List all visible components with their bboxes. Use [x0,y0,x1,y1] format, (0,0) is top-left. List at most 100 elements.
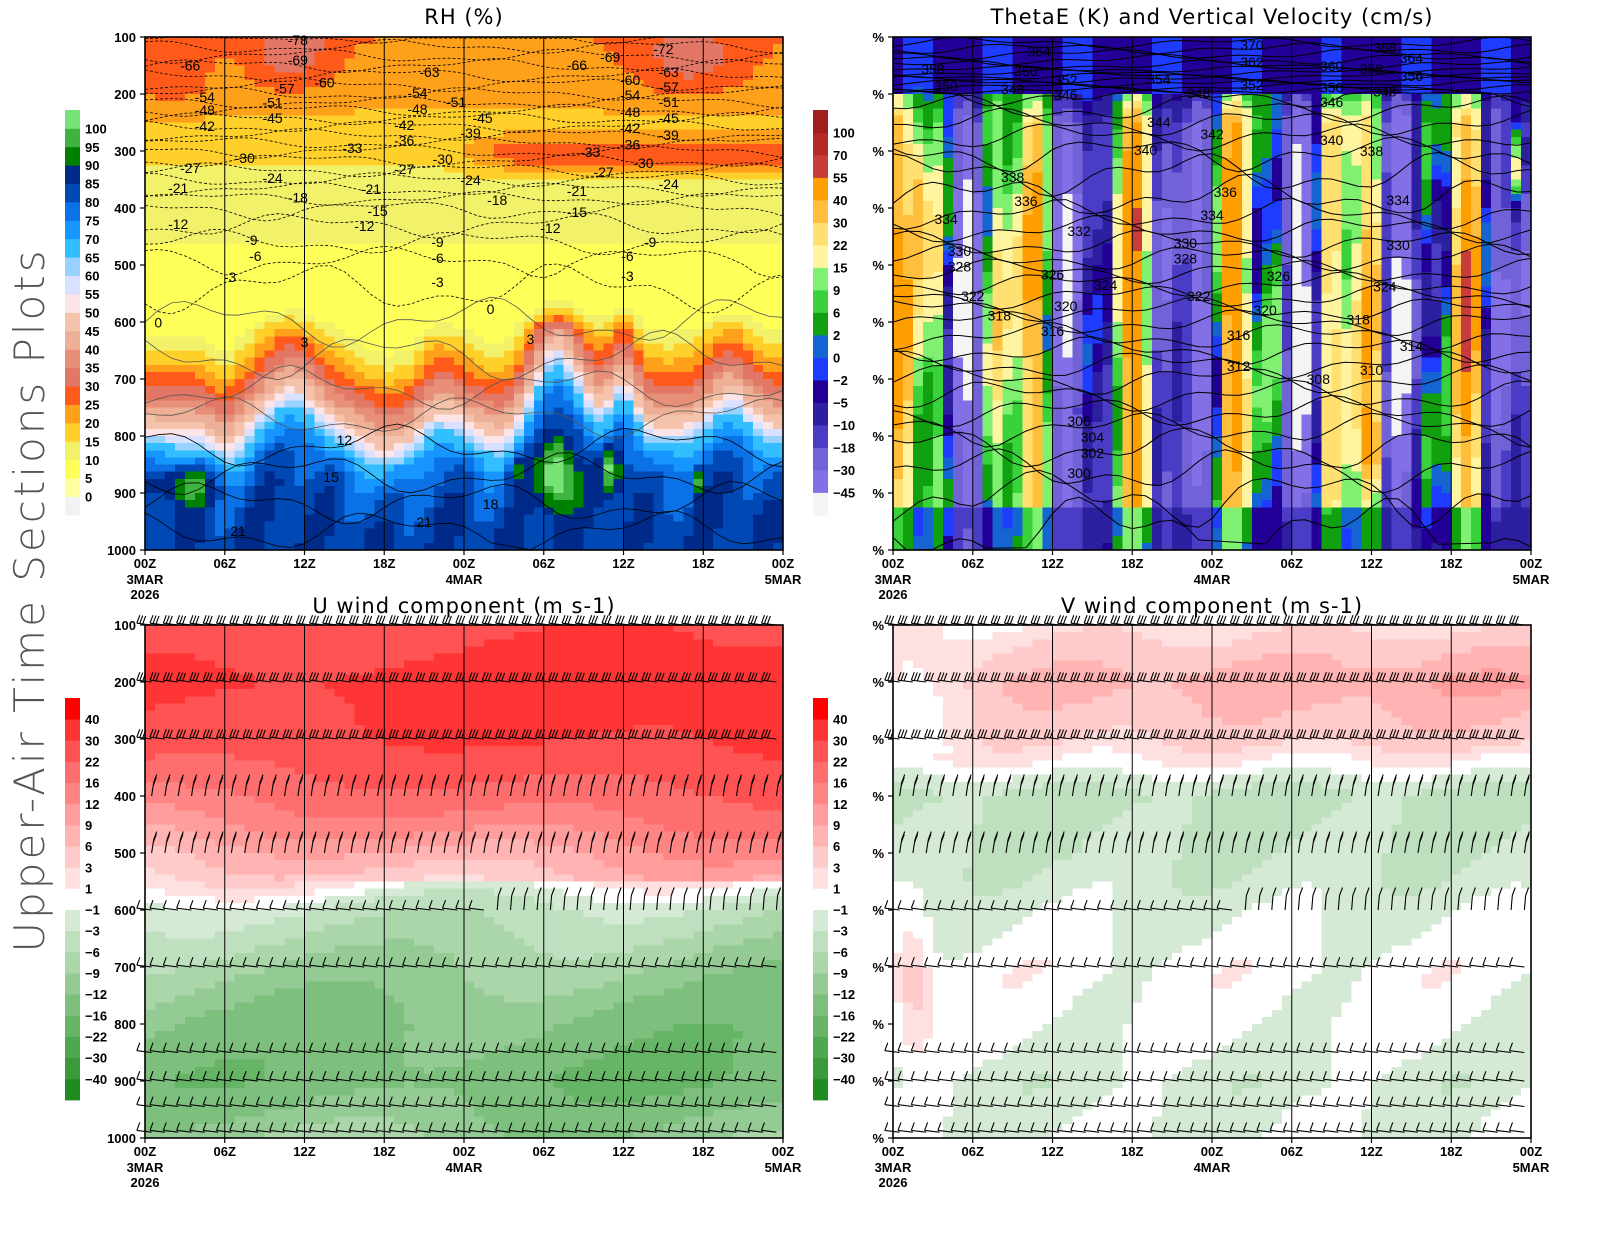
field-cell [334,186,345,195]
field-cell [733,343,744,352]
field-cell [773,364,784,373]
field-cell [304,314,316,323]
field-cell [314,357,326,366]
field-cell [274,122,286,131]
field-cell [304,307,316,316]
field-cell [743,272,754,280]
x-date-label: 3MAR [127,572,164,587]
field-cell [773,343,784,352]
field-cell [264,151,276,159]
field-cell [224,158,236,166]
field-cell [464,357,475,366]
field-cell [374,457,385,466]
field-cell [404,44,415,52]
field-cell [364,286,375,295]
field-cell [464,436,475,444]
field-cell [553,464,565,473]
field-cell [374,414,385,423]
field-cell [264,350,276,359]
field-cell [912,186,924,195]
field-cell [723,300,734,309]
field-cell [324,379,336,387]
field-cell [194,193,206,202]
field-cell [164,478,176,487]
field-cell [593,51,605,59]
field-cell [145,386,156,394]
field-cell [523,457,535,466]
field-cell [483,336,495,344]
contour-label: -45 [472,110,492,126]
field-cell [214,86,226,95]
field-cell [902,414,914,423]
field-cell [593,243,605,252]
field-cell [394,293,405,302]
field-cell [633,44,645,52]
field-cell [683,51,694,59]
field-cell [733,115,744,124]
field-cell [723,172,734,181]
field-cell [384,329,395,337]
field-cell [294,414,306,423]
field-cell [573,208,585,216]
field-cell [414,122,425,131]
field-cell [334,143,345,152]
field-cell [274,443,286,451]
field-cell [723,307,734,316]
field-cell [513,279,525,287]
field-cell [683,314,694,323]
field-cell [493,493,505,501]
field-cell [503,165,515,173]
field-cell [603,193,615,202]
field-cell [623,72,635,81]
field-cell [733,108,744,116]
field-cell [234,350,246,359]
field-cell [773,386,784,394]
field-cell [902,265,914,273]
field-cell [713,514,724,523]
field-cell [344,414,355,423]
field-cell [234,58,246,67]
field-cell [773,215,784,223]
field-cell [513,208,525,216]
field-cell [713,400,724,409]
field-cell [264,471,276,480]
field-cell [404,94,415,102]
field-cell [693,108,704,116]
field-cell [244,265,256,273]
field-cell [384,37,395,45]
field-cell [464,535,475,544]
field-cell [473,357,485,366]
field-cell [753,514,764,523]
field-cell [693,443,704,451]
field-cell [603,243,615,252]
field-cell [344,193,355,202]
field-cell [284,37,296,45]
field-cell [893,350,904,359]
field-cell [214,407,226,416]
field-cell [513,436,525,444]
field-cell [334,457,345,466]
field-cell [533,272,545,280]
field-cell [304,300,316,309]
field-cell [893,386,904,394]
field-cell [623,300,635,309]
field-cell [274,37,286,45]
field-cell [653,293,664,302]
field-cell [404,542,415,551]
field-cell [364,485,375,494]
field-cell [513,293,525,302]
field-cell [573,186,585,195]
field-cell [912,279,924,287]
field-cell [723,478,734,487]
field-cell [454,215,465,223]
field-cell [563,307,575,316]
field-cell [523,364,535,373]
field-cell [583,478,595,487]
field-cell [523,122,535,131]
field-cell [723,215,734,223]
field-cell [204,229,216,238]
field-cell [583,343,595,352]
field-cell [773,136,784,145]
field-cell [723,386,734,394]
field-cell [513,193,525,202]
